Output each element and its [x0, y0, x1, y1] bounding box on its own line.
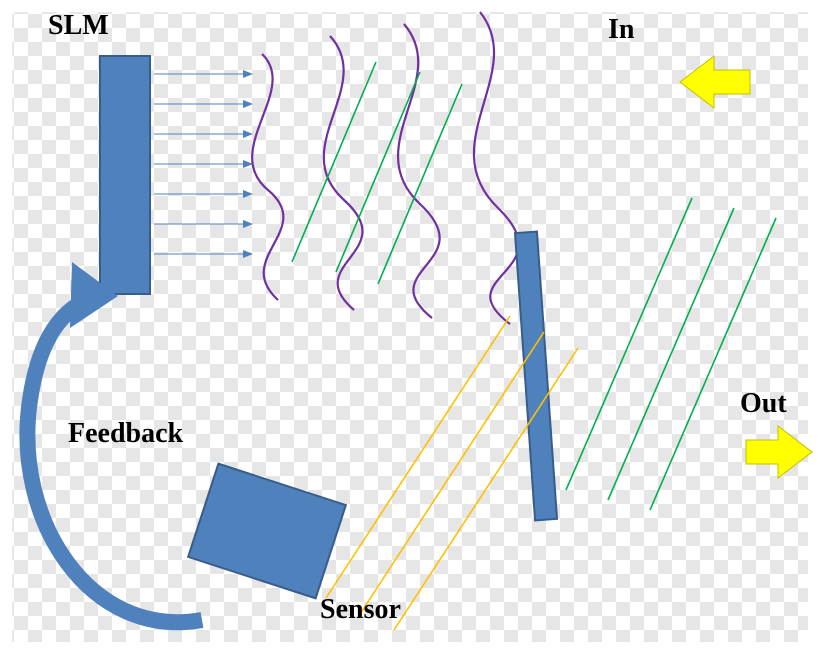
orange-line: [326, 316, 510, 598]
in-arrow: [680, 56, 750, 108]
wave-curve: [398, 24, 440, 318]
green-line: [566, 198, 692, 490]
out-label: Out: [740, 388, 787, 420]
wavefront-curves: [252, 12, 519, 324]
green-line: [378, 84, 462, 284]
wave-curve: [474, 12, 519, 324]
diagram-svg: [0, 0, 820, 654]
green-line: [650, 218, 776, 510]
sensor-label: Sensor: [320, 594, 401, 626]
orange-line: [360, 332, 544, 614]
out-arrow: [746, 426, 812, 478]
wave-curve: [252, 54, 283, 300]
slm-label: SLM: [48, 10, 109, 42]
mirror-block: [515, 232, 557, 521]
sensor-block: [188, 464, 346, 599]
slm-block: [100, 56, 150, 294]
in-label: In: [608, 14, 634, 46]
green-line: [608, 208, 734, 500]
green-line: [336, 72, 420, 272]
feedback-label: Feedback: [68, 418, 183, 450]
slm-output-arrows: [154, 74, 252, 254]
